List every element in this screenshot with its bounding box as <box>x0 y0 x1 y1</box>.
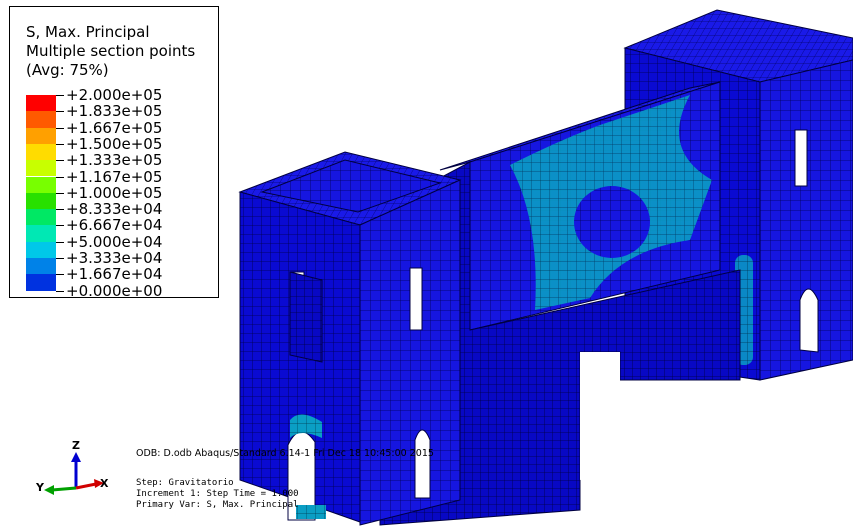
legend-swatch <box>26 225 56 242</box>
increment-info-line: Increment 1: Step Time = 1.000 <box>136 489 299 499</box>
left-tower-door-stress <box>290 414 322 438</box>
legend-swatch <box>26 241 56 258</box>
legend-tick <box>56 209 64 211</box>
odb-info-line: ODB: D.odb Abaqus/Standard 6.14-1 Fri De… <box>136 448 434 459</box>
legend-value-label: +1.833e+05 <box>66 102 163 121</box>
legend-swatch <box>26 192 56 210</box>
legend-value-label: +1.167e+05 <box>66 167 163 186</box>
legend-tick <box>56 241 64 243</box>
legend-swatch <box>26 258 56 275</box>
middle-wall-opening <box>580 352 620 480</box>
legend-value-label: +1.500e+05 <box>66 134 163 153</box>
left-tower-front-arch <box>414 429 431 499</box>
legend-value-label: +6.667e+04 <box>66 216 163 235</box>
legend-value-label: +1.000e+05 <box>66 183 163 202</box>
legend-tick <box>56 225 64 227</box>
left-tower-window-recess <box>289 271 323 363</box>
right-tower-window-upper <box>794 129 808 187</box>
primary-var-info-line: Primary Var: S, Max. Principal <box>136 500 299 510</box>
legend-value-label: +8.333e+04 <box>66 200 163 219</box>
legend-value-label: +5.000e+04 <box>66 232 163 251</box>
legend-swatch <box>26 111 56 128</box>
y-axis-arrow <box>51 486 77 492</box>
legend-value-label: +0.000e+00 <box>66 281 163 300</box>
legend-swatch <box>26 209 56 226</box>
legend-tick <box>56 143 64 145</box>
legend-tick <box>56 258 64 259</box>
middle-wall-low-stress-blob <box>574 186 650 258</box>
legend-value-label: +2.000e+05 <box>66 86 163 104</box>
axis-triad: Z X Y <box>30 439 120 510</box>
legend-value-label: +3.333e+04 <box>66 249 163 267</box>
legend-tick <box>56 111 64 113</box>
legend-tick <box>56 192 64 194</box>
legend-tick <box>56 95 64 96</box>
legend-tick <box>56 160 64 162</box>
z-arrow-head <box>71 452 81 462</box>
x-axis-arrow <box>75 482 97 490</box>
legend-swatch <box>26 95 56 112</box>
legend-tick <box>56 176 64 178</box>
legend-value-label: +1.333e+05 <box>66 151 163 170</box>
legend-tick <box>56 274 64 276</box>
legend-swatch <box>26 274 56 291</box>
legend-swatch <box>26 176 56 193</box>
legend-title: S, Max. Principal <box>26 23 150 41</box>
x-axis-label: X <box>100 477 109 490</box>
right-tower-front-face <box>759 59 853 381</box>
x-arrow-head <box>94 479 104 488</box>
left-tower-base-stress <box>296 505 326 519</box>
legend-value-label: +1.667e+05 <box>66 118 163 137</box>
legend-averaging: (Avg: 75%) <box>26 61 109 79</box>
left-tower-front-face <box>359 179 461 526</box>
legend-swatch <box>26 160 56 177</box>
y-axis-label: Y <box>36 481 44 494</box>
y-arrow-head <box>44 485 54 495</box>
legend-swatch <box>26 143 56 161</box>
z-axis-label: Z <box>72 439 80 452</box>
left-tower-window-front <box>409 267 423 331</box>
legend-tick <box>56 127 64 129</box>
step-info-line: Step: Gravitatorio <box>136 478 234 488</box>
legend-value-label: +1.667e+04 <box>66 265 163 284</box>
right-tower-door-arch <box>799 288 819 353</box>
left-tower-inner-top <box>260 159 442 213</box>
legend-tick <box>56 290 64 292</box>
legend-swatch <box>26 127 56 144</box>
legend-panel: S, Max. Principal Multiple section point… <box>9 6 219 300</box>
legend-subtitle: Multiple section points <box>26 42 196 60</box>
